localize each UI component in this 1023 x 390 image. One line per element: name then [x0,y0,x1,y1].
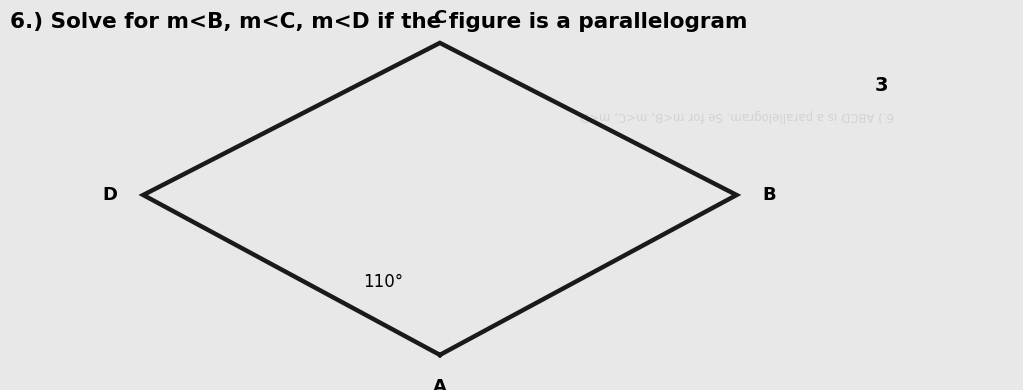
Text: 6.) ABCD is a parallelogram. Se for m<B, m<C, m<D: 6.) ABCD is a parallelogram. Se for m<B,… [579,108,894,122]
Text: 110°: 110° [363,273,403,291]
Text: C: C [434,9,446,27]
Text: B: B [762,186,775,204]
Text: 6.) Solve for m<B, m<C, m<D if the figure is a parallelogram: 6.) Solve for m<B, m<C, m<D if the figur… [10,12,748,32]
Text: 3: 3 [875,76,888,95]
Text: D: D [102,186,118,204]
Text: A: A [433,378,447,390]
